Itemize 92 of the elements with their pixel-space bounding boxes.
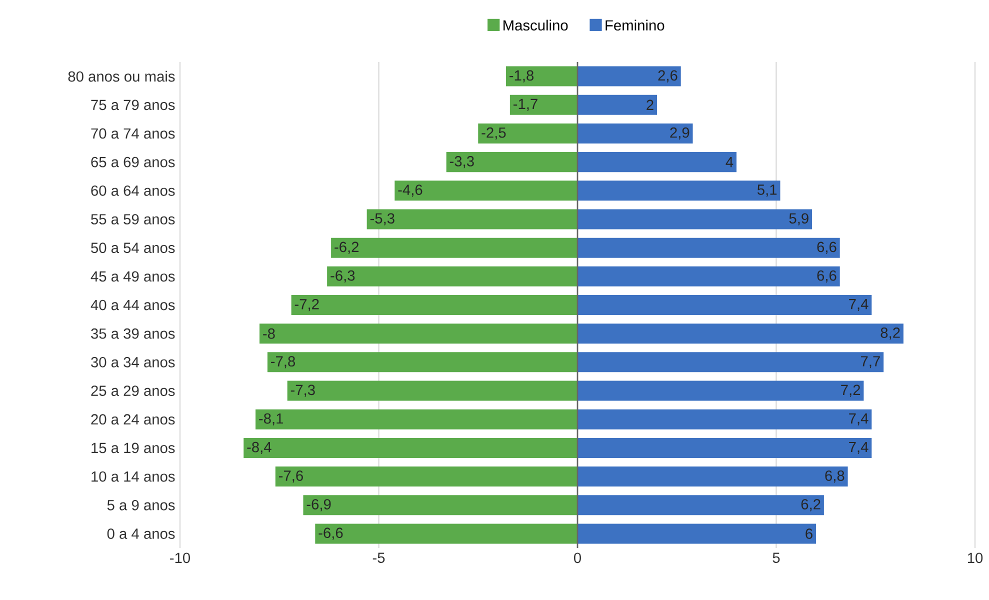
data-label: -1,8	[510, 70, 534, 82]
bar	[578, 495, 824, 516]
bar	[275, 466, 578, 487]
bar	[578, 266, 840, 286]
bar	[578, 409, 872, 430]
y-tick-label: 65 a 69 anos	[91, 156, 175, 168]
bar	[446, 152, 578, 172]
bar	[578, 380, 864, 401]
bar	[578, 94, 658, 115]
bar	[478, 123, 578, 144]
y-tick-label: 10 a 14 anos	[92, 471, 175, 482]
data-label: 7,4	[849, 413, 868, 426]
y-tick-label: 35 a 39 anos	[91, 328, 175, 339]
x-tick-label: -10	[170, 552, 190, 564]
y-tick-label: 40 a 44 anos	[90, 300, 175, 310]
bar	[578, 152, 737, 172]
bar	[303, 495, 578, 516]
data-label: 6,2	[801, 499, 820, 512]
data-label: 8,2	[880, 328, 900, 340]
bar	[578, 438, 872, 458]
data-label: -2,5	[482, 127, 506, 140]
data-label: 4	[726, 157, 734, 168]
data-label: 2	[646, 100, 654, 110]
bar	[578, 295, 872, 316]
data-label: -1,7	[514, 98, 538, 111]
data-label: -8,4	[247, 442, 272, 454]
bar	[506, 66, 578, 86]
bar	[287, 380, 578, 401]
y-tick-label: 45 a 49 anos	[90, 271, 175, 282]
y-tick-label: 80 anos ou mais	[68, 70, 175, 82]
data-label: -8,1	[259, 413, 284, 426]
y-tick-label: 0 a 4 anos	[107, 528, 175, 539]
y-tick-label: 55 a 59 anos	[91, 214, 175, 224]
bar	[578, 66, 681, 86]
data-label: -6,9	[306, 499, 331, 512]
bar	[327, 266, 578, 286]
bar	[578, 180, 780, 201]
bar	[315, 524, 578, 544]
data-label: -6,3	[330, 270, 355, 282]
x-tick-label: 0	[574, 552, 581, 564]
bar	[578, 209, 812, 230]
bar	[267, 352, 578, 372]
bar	[244, 438, 578, 458]
data-label: -7,6	[278, 470, 303, 483]
y-tick-label: 5 a 9 anos	[107, 500, 175, 510]
bar	[510, 94, 578, 115]
data-label: -6,2	[334, 242, 359, 254]
legend-label: Feminino	[606, 20, 664, 31]
bar	[578, 524, 816, 544]
data-label: -7,8	[271, 356, 296, 368]
bar	[578, 324, 904, 344]
data-label: 2,9	[670, 127, 690, 140]
data-label: 7,7	[861, 356, 880, 368]
bar	[331, 238, 578, 258]
data-label: 7,2	[841, 384, 860, 397]
data-label: 5,1	[757, 184, 777, 197]
bar	[578, 238, 840, 258]
x-tick-label: -5	[372, 552, 385, 563]
data-label: -7,3	[290, 384, 315, 397]
y-tick-label: 75 a 79 anos	[91, 100, 175, 110]
data-label: -7,2	[294, 298, 319, 312]
data-label: -5,3	[370, 213, 394, 226]
y-tick-label: 15 a 19 anos	[92, 442, 175, 454]
bar	[578, 123, 693, 144]
data-label: 5,9	[789, 213, 808, 226]
data-label: 7,4	[849, 299, 868, 311]
y-tick-label: 30 a 34 anos	[91, 357, 175, 368]
y-tick-label: 70 a 74 anos	[91, 128, 175, 139]
bar	[256, 409, 578, 430]
y-tick-label: 25 a 29 anos	[91, 386, 175, 396]
data-label: 6,6	[817, 242, 836, 254]
data-label: -6,6	[318, 528, 343, 540]
bar	[578, 352, 884, 372]
y-tick-label: 20 a 24 anos	[91, 414, 175, 425]
data-label: 6	[806, 528, 812, 539]
bar	[366, 209, 578, 230]
y-tick-label: 60 a 64 anos	[91, 185, 175, 196]
data-label: 6,6	[817, 270, 836, 282]
x-tick-label: 5	[772, 552, 780, 563]
y-tick-label: 50 a 54 anos	[91, 242, 175, 254]
data-label: 7,4	[849, 442, 868, 454]
data-label: 2,6	[658, 70, 678, 82]
data-label: -4,6	[398, 184, 422, 197]
bar	[291, 295, 578, 316]
x-tick-label: 10	[968, 552, 983, 564]
data-label: 6,8	[825, 470, 844, 483]
legend-label: Masculino	[504, 20, 568, 31]
bar	[578, 466, 848, 487]
data-label: -8	[263, 328, 275, 339]
data-label: -3,3	[450, 156, 474, 168]
bar	[260, 324, 578, 344]
bar	[394, 180, 578, 201]
